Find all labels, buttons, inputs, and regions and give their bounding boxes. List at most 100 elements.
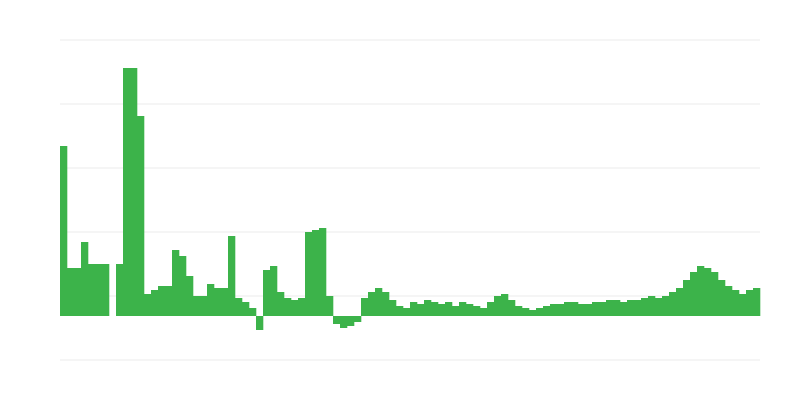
bar [599,302,607,316]
bar [564,302,572,316]
bar [711,272,719,316]
bar [165,286,173,316]
bar [67,268,75,316]
bar [102,264,110,316]
bar [221,288,229,316]
bar [445,302,453,316]
bar [543,306,551,316]
bar [228,236,236,316]
bar [284,298,292,316]
bar [753,288,761,316]
bar [662,296,670,316]
bar [74,268,82,316]
bar [676,288,684,316]
bar [697,266,705,316]
bar [592,302,600,316]
bar [613,300,621,316]
bar [375,288,383,316]
bar [480,308,488,316]
bar [277,292,285,316]
bar [487,302,495,316]
bar [305,232,313,316]
bar [683,280,691,316]
bar [641,298,649,316]
bar [522,308,530,316]
bar [263,270,271,316]
bar [620,302,628,316]
bar [270,266,278,316]
bar [312,230,320,316]
bar [550,304,558,316]
bar [557,304,565,316]
bar [60,146,68,316]
bar [585,304,593,316]
bar [235,298,243,316]
bar [438,304,446,316]
bar [256,316,264,330]
bar [123,68,131,316]
bar [578,304,586,316]
bar [606,300,614,316]
bar [739,294,747,316]
bar [508,300,516,316]
bar [473,306,481,316]
bar [718,280,726,316]
bar [207,284,215,316]
bar [403,308,411,316]
bar [291,300,299,316]
bar [494,296,502,316]
bar [81,242,89,316]
bar [354,316,362,322]
bar [410,302,418,316]
bar [333,316,341,324]
bar [95,264,103,316]
bar [669,292,677,316]
bar [214,288,222,316]
bar [137,116,145,316]
bar [347,316,355,326]
bar [158,286,166,316]
bar [396,306,404,316]
bar [249,308,257,316]
bar [88,264,96,316]
bar [690,272,698,316]
bar [326,296,334,316]
bar [389,300,397,316]
bar [144,294,152,316]
bar [186,276,194,316]
bar [382,292,390,316]
bar [536,308,544,316]
bar [172,250,180,316]
bar [515,306,523,316]
bar [648,296,656,316]
bar [459,302,467,316]
bar [424,300,432,316]
bar [130,68,138,316]
bar [116,264,124,316]
bar [340,316,348,328]
bar [368,292,376,316]
bar [193,296,201,316]
bar [732,290,740,316]
bar [319,228,327,316]
bar [200,296,208,316]
bar [179,256,187,316]
bar [361,298,369,316]
bar [655,298,663,316]
bar [151,290,159,316]
bar [242,302,250,316]
bar [501,294,509,316]
bar [466,304,474,316]
bar [417,304,425,316]
bar [431,302,439,316]
bar [627,300,635,316]
bar [704,268,712,316]
bar [298,298,306,316]
bar [634,300,642,316]
bar [725,286,733,316]
bar [571,302,579,316]
bar [452,306,460,316]
bar [746,290,754,316]
